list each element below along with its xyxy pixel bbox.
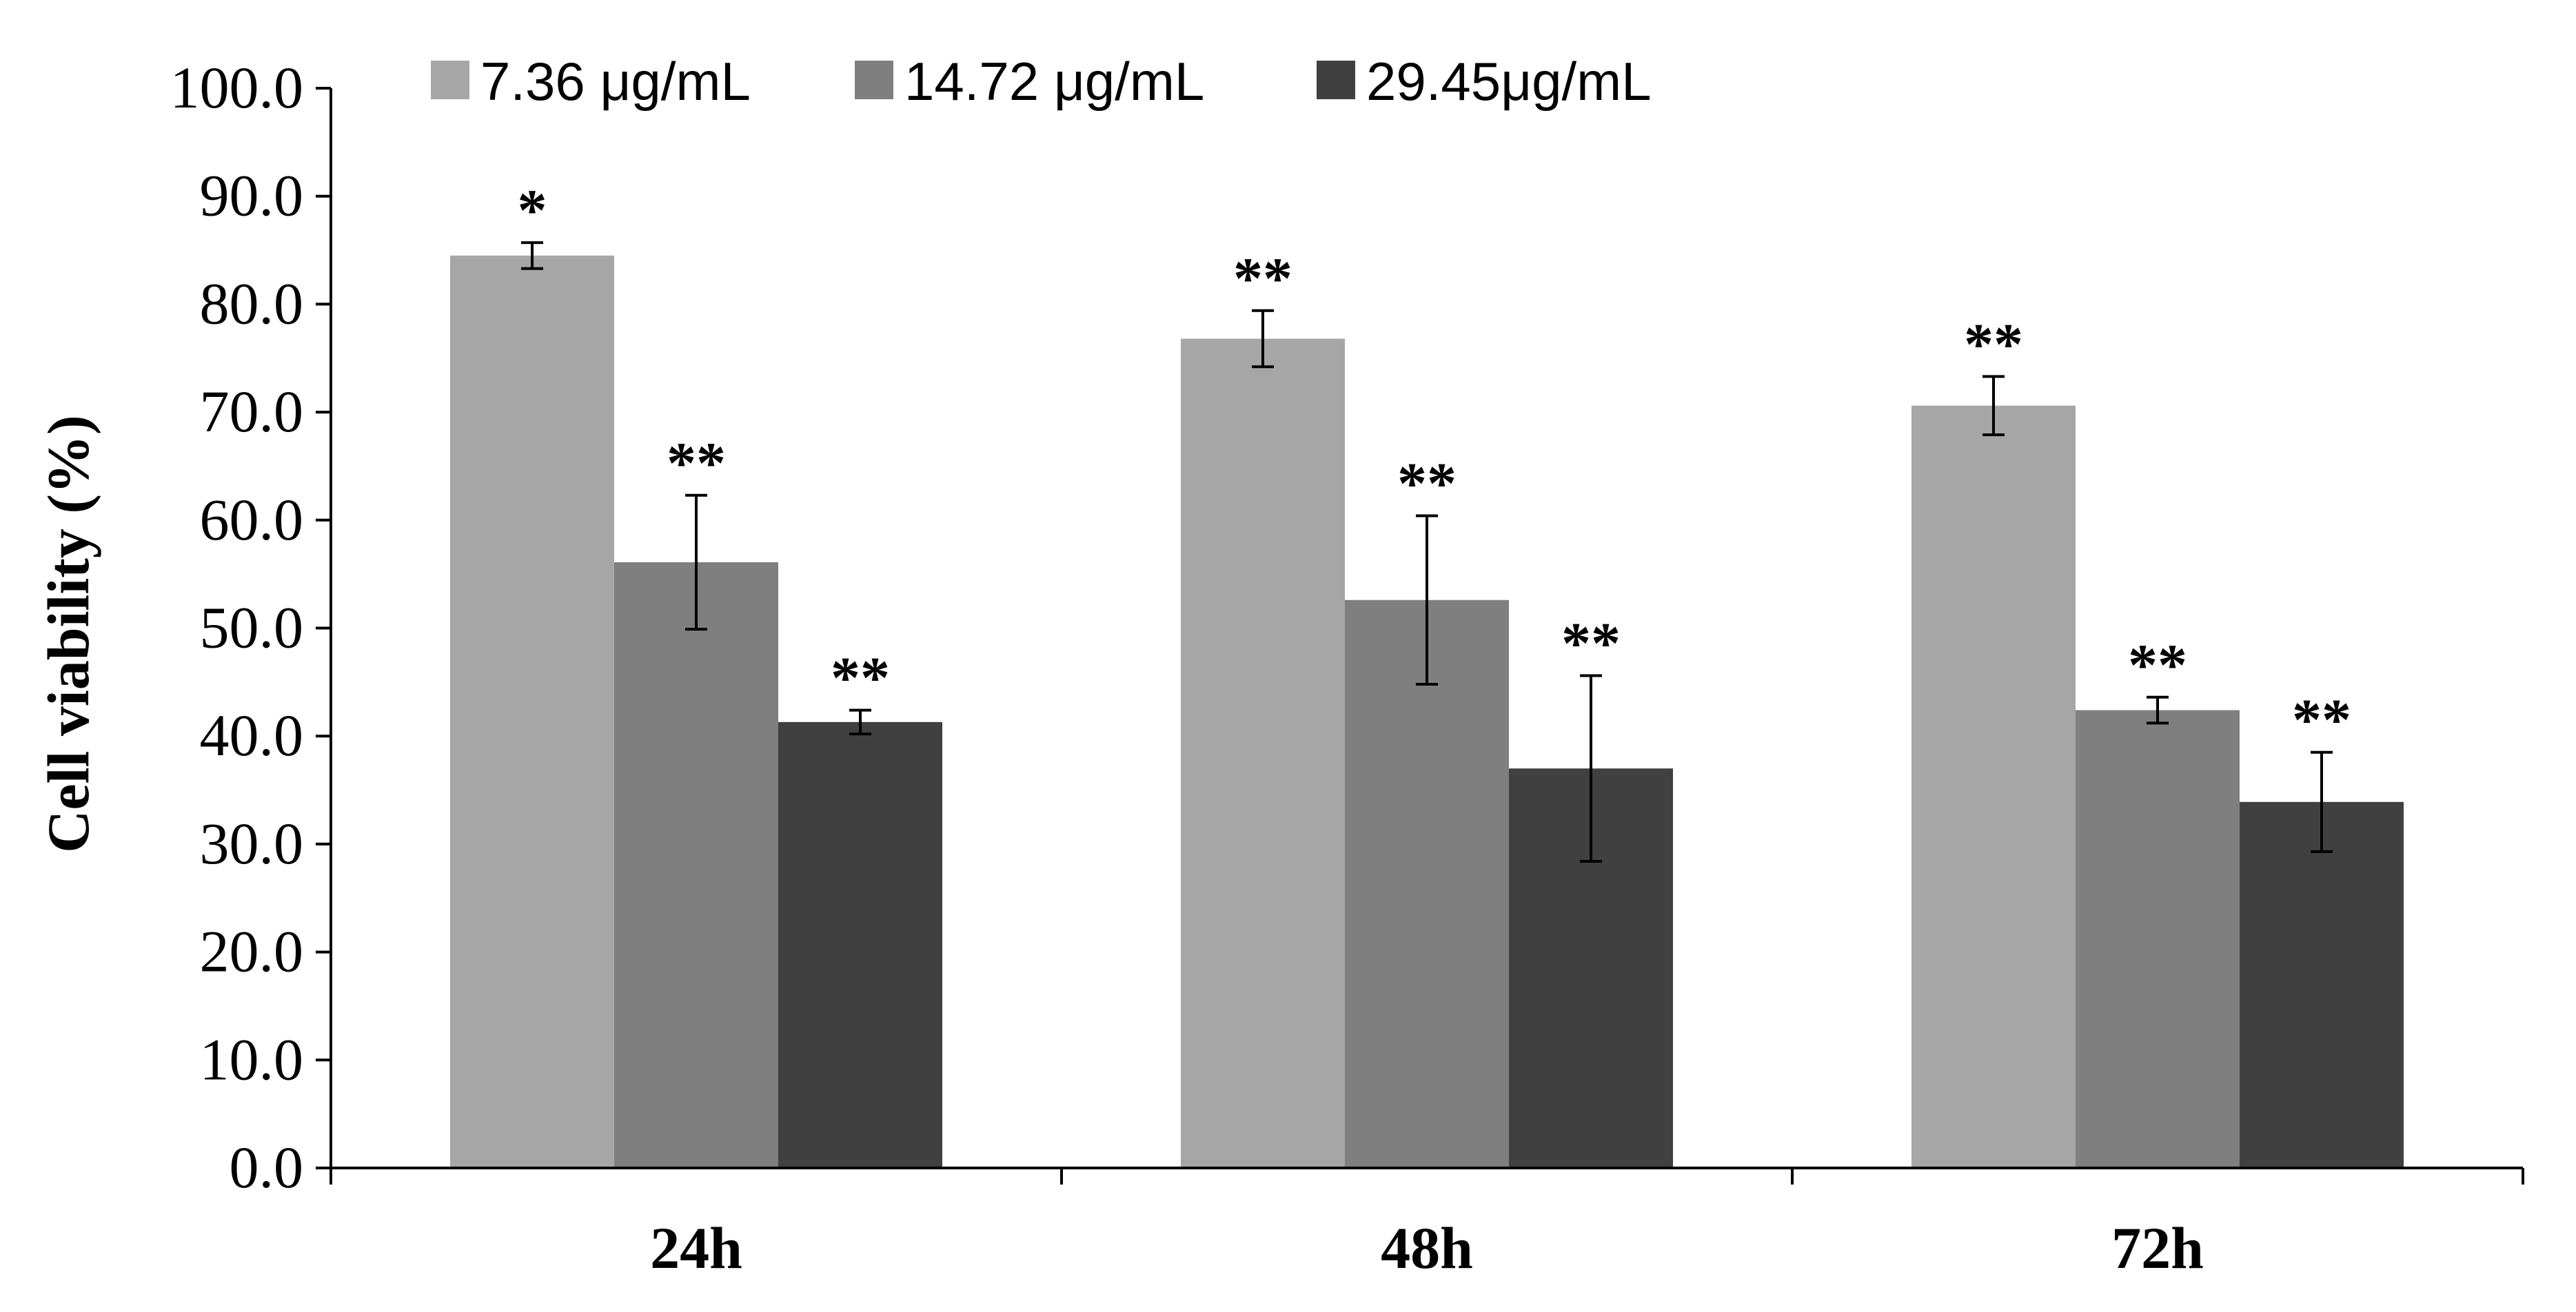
y-tick-label: 60.0: [200, 486, 304, 553]
bar: [1911, 405, 2076, 1168]
y-tick-label: 40.0: [200, 702, 304, 768]
y-tick-label: 70.0: [200, 378, 304, 444]
y-axis: 0.0 10.0 20.0 30.0 40.0 50.0 60.0 70.0 80.0 90.0 1…: [170, 54, 332, 1200]
y-tick-label: 30.0: [200, 810, 304, 877]
y-axis-label: Cell viability (%): [35, 415, 101, 852]
y-tick-label: 100.0: [170, 54, 304, 121]
significance-marker: **: [831, 645, 890, 711]
significance-marker: **: [667, 430, 726, 496]
bars: ******* **********: [450, 177, 2404, 1169]
y-tick-label: 20.0: [200, 919, 304, 985]
significance-marker: **: [2128, 632, 2187, 698]
y-tick-label: 90.0: [200, 163, 304, 229]
x-tick-label: 48h: [1381, 1215, 1473, 1281]
significance-marker: **: [1964, 311, 2023, 377]
legend-swatch: [1317, 61, 1355, 99]
legend: 7.36 μg/mL 14.72 μg/mL 29.45μg/mL: [431, 51, 1652, 112]
bar: [1345, 599, 1509, 1168]
legend-swatch: [431, 61, 469, 99]
bar: [2240, 801, 2404, 1168]
bar: [2076, 710, 2240, 1168]
legend-swatch: [855, 61, 893, 99]
y-tick-label: 80.0: [200, 270, 304, 336]
legend-label: 29.45μg/mL: [1366, 51, 1652, 112]
y-tick-label: 50.0: [200, 595, 304, 661]
significance-marker: **: [1397, 451, 1457, 517]
legend-label: 14.72 μg/mL: [904, 51, 1204, 112]
x-tick-label: 72h: [2111, 1215, 2204, 1281]
bar: [778, 721, 942, 1168]
legend-label: 7.36 μg/mL: [480, 51, 751, 112]
bar: [614, 562, 778, 1168]
y-tick-label: 0.0: [230, 1134, 304, 1200]
bar: [450, 255, 614, 1168]
y-tick-label: 10.0: [200, 1026, 304, 1092]
x-axis: 24h 48h 72h: [329, 1167, 2524, 1281]
bar: [1181, 338, 1345, 1169]
x-tick-label: 24h: [650, 1215, 742, 1281]
significance-marker: **: [1233, 245, 1292, 311]
significance-marker: **: [2292, 687, 2351, 753]
significance-marker: *: [518, 177, 547, 243]
significance-marker: **: [1561, 610, 1621, 676]
